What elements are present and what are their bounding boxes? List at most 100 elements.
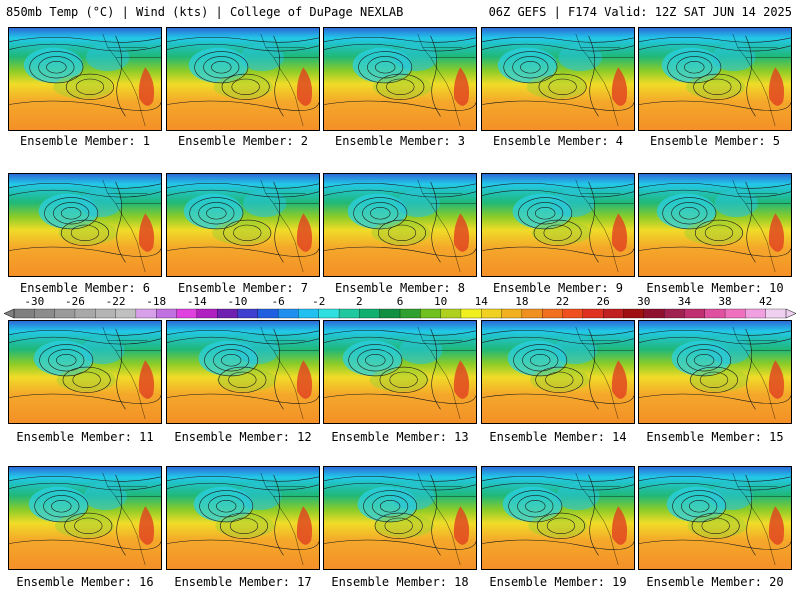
ensemble-member-label: Ensemble Member: 8 (334, 281, 466, 295)
colorbar-tick-label: 14 (475, 295, 489, 308)
colorbar-tick-label: 2 (356, 295, 363, 308)
ensemble-member-label: Ensemble Member: 4 (492, 134, 624, 148)
colorbar-swatch (13, 308, 35, 319)
colorbar-tick-label: 22 (556, 295, 569, 308)
colorbar-tick-label: -30 (24, 295, 44, 308)
ensemble-member-label: Ensemble Member: 16 (16, 575, 154, 589)
colorbar-swatch (420, 308, 442, 319)
colorbar-swatch (460, 308, 482, 319)
ensemble-member-map (638, 173, 792, 277)
colorbar-swatch (643, 308, 665, 319)
colorbar-tick-label: -6 (271, 295, 284, 308)
colorbar-swatch (481, 308, 503, 319)
ensemble-member-label: Ensemble Member: 17 (174, 575, 312, 589)
ensemble-member-map (481, 27, 635, 131)
colorbar-tick-label: 26 (597, 295, 610, 308)
ensemble-member-map (323, 173, 477, 277)
colorbar-swatch (623, 308, 645, 319)
ensemble-member-label: Ensemble Member: 7 (177, 281, 309, 295)
colorbar-swatch (318, 308, 340, 319)
ensemble-member-label: Ensemble Member: 5 (649, 134, 781, 148)
ensemble-member-map (481, 466, 635, 570)
colorbar-swatch (257, 308, 279, 319)
ensemble-member-label: Ensemble Member: 12 (174, 430, 312, 444)
colorbar-tick-label: -18 (146, 295, 166, 308)
ensemble-member-map (166, 466, 320, 570)
colorbar-tick-label: 38 (718, 295, 731, 308)
ensemble-member-map (323, 320, 477, 424)
colorbar-left-arrow (3, 308, 15, 319)
colorbar-swatch (359, 308, 381, 319)
colorbar-swatch (684, 308, 706, 319)
chart-header-right: 06Z GEFS | F174 Valid: 12Z SAT JUN 14 20… (488, 5, 792, 19)
colorbar-tick-label: -10 (228, 295, 248, 308)
colorbar-swatch (115, 308, 137, 319)
ensemble-member-label: Ensemble Member: 10 (646, 281, 784, 295)
ensemble-member-label: Ensemble Member: 3 (334, 134, 466, 148)
colorbar-tick-label: -22 (106, 295, 126, 308)
colorbar-swatch (217, 308, 238, 319)
colorbar-swatch (54, 308, 76, 319)
colorbar-tick-label: 42 (759, 295, 772, 308)
colorbar-tick-label: -26 (65, 295, 85, 308)
ensemble-member-map (638, 27, 792, 131)
colorbar-swatch (196, 308, 218, 319)
colorbar-swatch (724, 308, 746, 319)
ensemble-member-map (323, 27, 477, 131)
ensemble-member-label: Ensemble Member: 1 (19, 134, 151, 148)
colorbar-tick-label: 10 (434, 295, 447, 308)
ensemble-member-label: Ensemble Member: 14 (489, 430, 627, 444)
colorbar-swatch (501, 308, 523, 319)
colorbar-tick-label: 18 (515, 295, 528, 308)
colorbar-swatch (745, 308, 767, 319)
ensemble-member-label: Ensemble Member: 2 (177, 134, 309, 148)
ensemble-member-map (166, 320, 320, 424)
colorbar-swatch (298, 308, 320, 319)
colorbar-swatch (603, 308, 624, 319)
ensemble-member-map (8, 466, 162, 570)
ensemble-member-label: Ensemble Member: 13 (331, 430, 469, 444)
ensemble-member-label: Ensemble Member: 19 (489, 575, 627, 589)
temperature-colorbar: -30 -26 -22 -18 -14 -10 -6 -2 2 6 10 14 18 22 26 30 34 38… (3, 295, 797, 319)
colorbar-swatch (379, 308, 401, 319)
colorbar-swatch (542, 308, 563, 319)
ensemble-member-map (8, 27, 162, 131)
ensemble-member-map (8, 173, 162, 277)
ensemble-member-label: Ensemble Member: 15 (646, 430, 784, 444)
colorbar-swatch (765, 308, 787, 319)
ensemble-member-map (166, 27, 320, 131)
ensemble-member-map (8, 320, 162, 424)
colorbar-swatch (34, 308, 56, 319)
colorbar-swatch (74, 308, 96, 319)
colorbar-tick-label: 6 (397, 295, 404, 308)
ensemble-member-map (323, 466, 477, 570)
colorbar-swatch (176, 308, 198, 319)
colorbar-swatch (338, 308, 360, 319)
colorbar-swatch (95, 308, 117, 319)
ensemble-member-map (481, 173, 635, 277)
colorbar-tick-label: -14 (187, 295, 207, 308)
colorbar-swatch (704, 308, 726, 319)
colorbar-swatch (663, 308, 685, 319)
colorbar-tick-label: 34 (678, 295, 692, 308)
chart-header-left: 850mb Temp (°C) | Wind (kts) | College o… (6, 5, 404, 19)
ensemble-member-map (638, 320, 792, 424)
colorbar-swatch (237, 308, 259, 319)
colorbar-swatch (562, 308, 584, 319)
ensemble-member-label: Ensemble Member: 9 (492, 281, 624, 295)
colorbar-right-arrow (785, 308, 797, 319)
colorbar-swatch (440, 308, 462, 319)
ensemble-member-label: Ensemble Member: 18 (331, 575, 469, 589)
ensemble-member-label: Ensemble Member: 11 (16, 430, 154, 444)
ensemble-member-map (638, 466, 792, 570)
ensemble-member-map (481, 320, 635, 424)
ensemble-member-map (166, 173, 320, 277)
colorbar-swatch (399, 308, 421, 319)
colorbar-swatch (135, 308, 157, 319)
colorbar-tick-label: 30 (637, 295, 650, 308)
ensemble-member-label: Ensemble Member: 6 (19, 281, 151, 295)
colorbar-swatch (277, 308, 299, 319)
colorbar-swatch (582, 308, 604, 319)
colorbar-swatch (521, 308, 543, 319)
colorbar-swatch (156, 308, 177, 319)
